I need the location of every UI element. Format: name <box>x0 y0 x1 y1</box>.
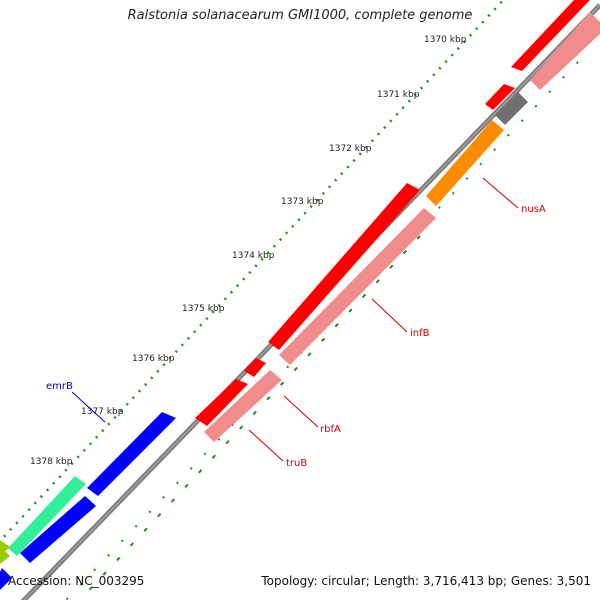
cds-light-arrow <box>204 370 282 442</box>
gene-arrow-lime-inner <box>0 546 10 564</box>
ruler-tick-label: 1373 kbp <box>281 197 324 207</box>
emrB-gene-arrow <box>87 412 176 496</box>
ruler-tick-label: 1376 kbp <box>132 354 175 364</box>
gene-arrow-green <box>8 476 86 556</box>
ruler-tick-label: 1372 kbp <box>329 144 372 154</box>
truB-leader <box>248 429 284 462</box>
nusA-gene-arrow <box>426 120 504 206</box>
gene-arrow-blue-edge <box>0 568 12 590</box>
nusA-leader <box>482 177 519 209</box>
cds-arrow <box>485 84 515 110</box>
nusA-label: nusA <box>521 204 546 215</box>
rbfA-leader <box>283 395 319 428</box>
map-title: Ralstonia solanacearum GMI1000, complete… <box>127 8 473 23</box>
genome-info-text: Topology: circular; Length: 3,716,413 bp… <box>261 574 591 588</box>
rbfA-label: rbfA <box>320 424 341 435</box>
gene-arrow-gray <box>495 92 528 125</box>
cds-light-arrow <box>279 208 436 365</box>
ruler-guide <box>0 0 506 542</box>
cds-arrow <box>244 358 266 377</box>
accession-text: Accession: NC_003295 <box>8 574 145 588</box>
infB-label: infB <box>410 328 430 339</box>
ruler-tick-label: 1375 kbp <box>182 304 225 314</box>
ruler-tick-label: 1370 kbp <box>424 35 467 45</box>
ruler-tick-label: 1374 kbp <box>232 251 275 261</box>
emrB-label: emrB <box>46 381 73 392</box>
gene-arrow-blue <box>20 496 96 563</box>
inner-guide-2 <box>79 235 421 600</box>
truB-label: truB <box>286 458 307 469</box>
cds-arrow <box>268 183 420 350</box>
ruler-tick-label: 1377 kbp <box>81 407 124 417</box>
ruler-tick-label: 1378 kbp <box>30 457 73 467</box>
cds-arrow <box>511 0 590 71</box>
emrB-leader <box>71 391 106 423</box>
cds-arrow <box>195 379 248 426</box>
cds-light-arrow <box>530 12 600 90</box>
ruler-tick-label: 1371 kbp <box>377 90 420 100</box>
infB-leader <box>371 298 408 333</box>
